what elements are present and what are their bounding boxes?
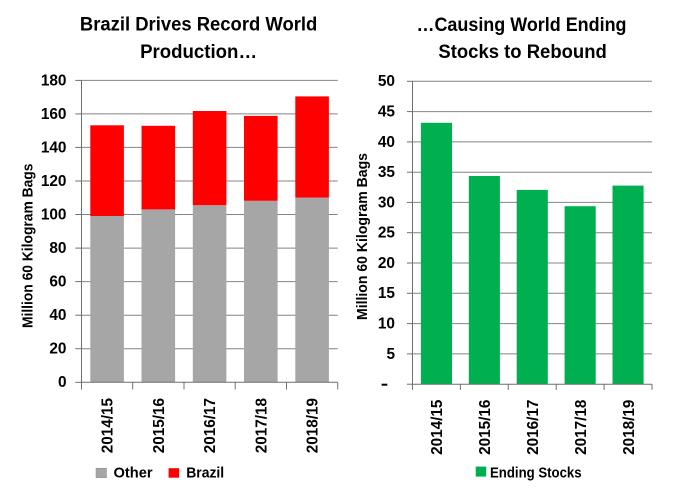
svg-text:2017/18: 2017/18 xyxy=(573,399,590,455)
svg-text:80: 80 xyxy=(49,240,66,257)
svg-text:180: 180 xyxy=(41,72,67,89)
svg-text:2015/16: 2015/16 xyxy=(477,400,494,455)
svg-text:160: 160 xyxy=(41,106,67,123)
svg-text:40: 40 xyxy=(378,134,395,151)
svg-text:25: 25 xyxy=(378,225,396,242)
svg-text:2018/19: 2018/19 xyxy=(305,398,322,453)
svg-text:20: 20 xyxy=(378,255,395,272)
svg-text:2014/15: 2014/15 xyxy=(429,399,446,455)
svg-text:40: 40 xyxy=(49,307,66,324)
svg-text:2014/15: 2014/15 xyxy=(100,398,117,454)
svg-text:Million 60 Kilogram Bags: Million 60 Kilogram Bags xyxy=(354,153,371,320)
svg-text:2017/18: 2017/18 xyxy=(253,398,270,454)
svg-text:60: 60 xyxy=(49,274,66,291)
svg-text:Brazil Drives Record World: Brazil Drives Record World xyxy=(80,15,317,36)
svg-text:…Causing World Ending: …Causing World Ending xyxy=(417,15,627,36)
svg-text:50: 50 xyxy=(378,73,395,90)
svg-text:35: 35 xyxy=(378,164,396,181)
svg-text:Other: Other xyxy=(114,465,153,482)
svg-text:140: 140 xyxy=(41,139,67,156)
svg-text:30: 30 xyxy=(378,194,395,211)
svg-text:2015/16: 2015/16 xyxy=(151,398,168,453)
svg-text:Ending Stocks: Ending Stocks xyxy=(490,465,582,482)
svg-text:2016/17: 2016/17 xyxy=(202,398,219,453)
svg-text:Million 60 Kilogram Bags: Million 60 Kilogram Bags xyxy=(20,164,37,328)
svg-text:Production…: Production… xyxy=(140,42,257,63)
svg-text:15: 15 xyxy=(378,285,396,302)
svg-text:Stocks to Rebound: Stocks to Rebound xyxy=(438,42,606,63)
svg-text:2018/19: 2018/19 xyxy=(621,400,638,455)
svg-text:5: 5 xyxy=(386,346,395,363)
svg-text:100: 100 xyxy=(41,206,67,223)
svg-text:Brazil: Brazil xyxy=(186,465,224,482)
svg-text:20: 20 xyxy=(49,341,66,358)
svg-text:45: 45 xyxy=(378,104,396,121)
svg-text:10: 10 xyxy=(378,316,395,333)
svg-text:0: 0 xyxy=(58,374,67,391)
svg-text:120: 120 xyxy=(41,173,67,190)
svg-text:2016/17: 2016/17 xyxy=(525,400,542,455)
